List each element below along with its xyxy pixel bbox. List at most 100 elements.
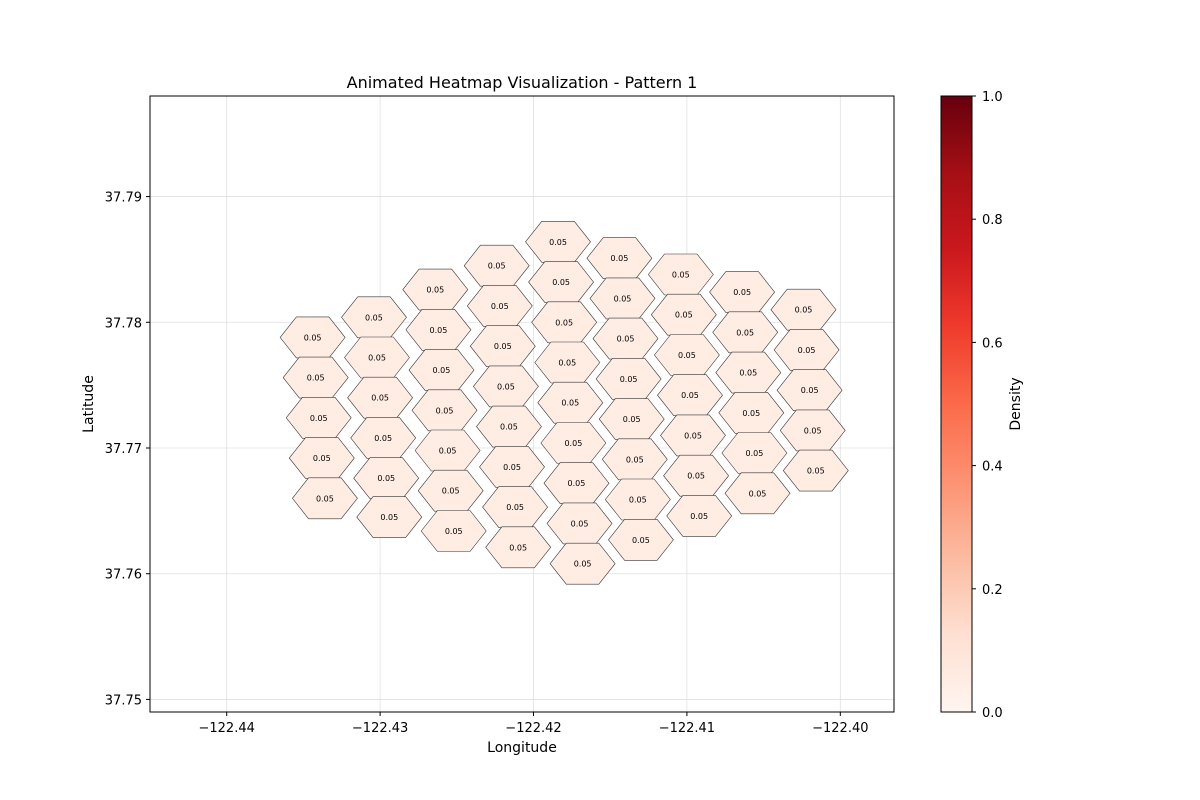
hex-cell	[466, 285, 533, 327]
hex-cell	[654, 334, 720, 376]
y-tick-label: 37.76	[105, 568, 142, 583]
hex-cell	[663, 454, 729, 497]
hex-cell-value-label: 0.05	[681, 391, 699, 400]
hex-cell-value-label: 0.05	[620, 375, 638, 384]
y-tick-label: 37.77	[105, 442, 142, 457]
hex-cell	[347, 376, 413, 419]
hex-cell-value-label: 0.05	[494, 342, 512, 351]
colorbar-ticks: 0.0 0.2 0.4 0.6 0.8 1.0	[972, 90, 1003, 721]
colorbar-label: Density	[1008, 377, 1024, 430]
hex-cell	[288, 437, 355, 479]
y-tick-label: 37.75	[105, 693, 142, 708]
hex-cell	[537, 381, 604, 424]
chart-title: Animated Heatmap Visualization - Pattern…	[347, 73, 698, 92]
hex-cell-value-label: 0.05	[377, 474, 395, 483]
hex-cell	[292, 477, 358, 520]
hex-cell	[782, 449, 849, 492]
hex-cell-value-label: 0.05	[549, 238, 567, 247]
hex-cell-value-label: 0.05	[672, 271, 690, 280]
hex-cell-value-label: 0.05	[439, 447, 457, 456]
hex-cell	[715, 351, 782, 394]
hex-cell	[353, 457, 420, 500]
hex-cell-value-label: 0.05	[561, 399, 579, 408]
hex-cell	[598, 398, 665, 440]
hex-cell-value-label: 0.05	[310, 414, 328, 423]
x-tick-label: −122.42	[505, 721, 561, 736]
hex-cell-value-label: 0.05	[632, 536, 650, 545]
hex-cell-value-label: 0.05	[807, 467, 825, 476]
x-tick-label: −122.44	[199, 721, 255, 736]
hex-cell-value-label: 0.05	[687, 472, 705, 481]
hex-cell	[724, 472, 791, 515]
colorbar-tick-label: 0.0	[982, 706, 1003, 721]
hex-cell	[528, 261, 594, 303]
hex-cell	[773, 329, 840, 371]
hex-cell-value-label: 0.05	[497, 382, 515, 391]
hex-cell	[285, 396, 352, 439]
hex-cell-value-label: 0.05	[568, 479, 586, 488]
hex-cell-value-label: 0.05	[742, 409, 760, 418]
x-axis-ticks: −122.44 −122.43 −122.42 −122.41 −122.40	[199, 712, 869, 736]
hex-cell	[479, 446, 545, 488]
hex-cell	[417, 469, 484, 512]
hex-cell	[543, 462, 610, 505]
hex-cell-value-label: 0.05	[433, 366, 451, 375]
hex-cell	[469, 325, 536, 368]
hex-cell	[341, 296, 407, 339]
hex-cell	[709, 271, 775, 313]
hex-cell-value-label: 0.05	[678, 351, 696, 360]
hex-cell-value-label: 0.05	[436, 406, 454, 415]
hex-cell-value-label: 0.05	[574, 560, 592, 569]
hex-cell-value-label: 0.05	[316, 494, 334, 503]
colorbar-tick-label: 0.6	[982, 336, 1003, 351]
y-axis-label: Latitude	[81, 375, 97, 433]
hex-cell	[608, 518, 674, 561]
hex-cell-value-label: 0.05	[426, 286, 444, 295]
hex-cell-value-label: 0.05	[684, 431, 702, 440]
hex-cell-value-label: 0.05	[365, 313, 383, 322]
hex-cell-value-label: 0.05	[571, 519, 589, 528]
hex-cell	[650, 293, 717, 336]
x-axis-label: Longitude	[487, 740, 557, 756]
hex-cell	[485, 526, 552, 569]
hex-cell-value-label: 0.05	[313, 454, 331, 463]
hex-cell	[476, 405, 542, 448]
hex-cell-value-label: 0.05	[614, 294, 632, 303]
colorbar-tick-label: 1.0	[982, 90, 1003, 105]
hex-cell-value-label: 0.05	[798, 346, 816, 355]
hex-cell-value-label: 0.05	[804, 426, 822, 435]
colorbar-tick-label: 0.2	[982, 583, 1003, 598]
hex-cell-value-label: 0.05	[795, 306, 813, 315]
hexbin-cells: 0.05 0.05 0.05 0.05 0.05 0.05 0.05 0.05 0.05 0.05…	[279, 221, 849, 585]
hex-cell	[411, 389, 478, 432]
hex-cell	[405, 308, 472, 351]
hex-cell-value-label: 0.05	[745, 449, 763, 458]
hex-cell	[657, 374, 723, 417]
y-axis-ticks: 37.75 37.76 37.77 37.78 37.79	[105, 191, 150, 708]
hex-cell	[604, 478, 671, 521]
hex-cell-value-label: 0.05	[488, 262, 506, 271]
hex-cell	[408, 349, 475, 391]
hex-cell	[356, 496, 423, 538]
hex-cell	[592, 317, 659, 360]
hex-cell-value-label: 0.05	[445, 527, 463, 536]
hex-cell	[589, 277, 656, 320]
hex-cell-value-label: 0.05	[509, 543, 527, 552]
hex-cell	[601, 438, 668, 481]
plot-area-frame	[149, 95, 895, 713]
hex-cell	[647, 253, 714, 296]
hex-cell	[420, 510, 487, 552]
hex-cell-value-label: 0.05	[506, 503, 524, 512]
hex-cell-value-label: 0.05	[801, 386, 819, 395]
hex-cell	[279, 316, 346, 359]
hex-cell-value-label: 0.05	[739, 369, 757, 378]
hex-cell-value-label: 0.05	[690, 512, 708, 521]
hex-cell-value-label: 0.05	[555, 318, 573, 327]
hex-cell-value-label: 0.05	[617, 335, 635, 344]
hex-cell-value-label: 0.05	[552, 278, 570, 287]
hex-cell	[595, 358, 662, 400]
hex-cell-value-label: 0.05	[675, 311, 693, 320]
hex-cell-value-label: 0.05	[374, 434, 392, 443]
hex-cell	[534, 341, 601, 384]
